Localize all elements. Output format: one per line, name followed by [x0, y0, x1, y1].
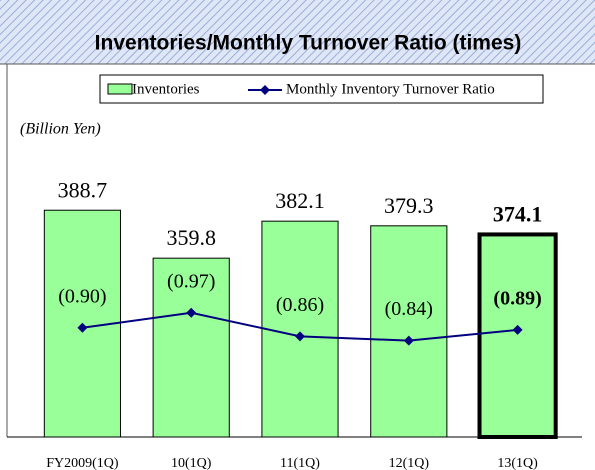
line-marker — [295, 331, 305, 342]
bar — [477, 232, 558, 439]
y-axis-label: (Billion Yen) — [20, 121, 101, 138]
bar-value-label: 379.3 — [384, 193, 434, 218]
x-tick-label: 13(1Q) — [497, 456, 538, 470]
x-tick-label: FY2009(1Q) — [46, 456, 119, 470]
line-marker — [512, 324, 523, 335]
line-marker — [403, 335, 414, 346]
line-marker — [77, 322, 88, 333]
x-tick-label: 12(1Q) — [389, 456, 430, 470]
bar-value-label: 382.1 — [275, 188, 325, 213]
line-value-label: (0.90) — [58, 285, 106, 307]
line-value-label: (0.89) — [493, 288, 541, 310]
legend-swatch — [107, 83, 133, 95]
bar — [370, 225, 448, 438]
bar-value-label: 359.8 — [166, 225, 216, 250]
line-value-label: (0.97) — [167, 270, 215, 292]
line-value-label: (0.86) — [276, 294, 324, 316]
bar — [261, 220, 339, 438]
line-value-label: (0.84) — [385, 298, 433, 320]
bar — [152, 257, 230, 438]
legend-label: Monthly Inventory Turnover Ratio — [286, 81, 495, 97]
bar-value-label: 374.1 — [493, 201, 543, 226]
x-tick-label: 10(1Q) — [171, 456, 212, 470]
bar-value-label: 388.7 — [58, 177, 108, 202]
legend-label: Inventories — [132, 81, 200, 97]
legend-box — [99, 74, 544, 104]
chart-title: Inventories/Monthly Turnover Ratio (time… — [95, 32, 522, 55]
legend-marker — [260, 85, 270, 95]
header-band — [0, 0, 595, 64]
x-tick-label: 11(1Q) — [280, 456, 320, 470]
line-marker — [186, 307, 197, 318]
